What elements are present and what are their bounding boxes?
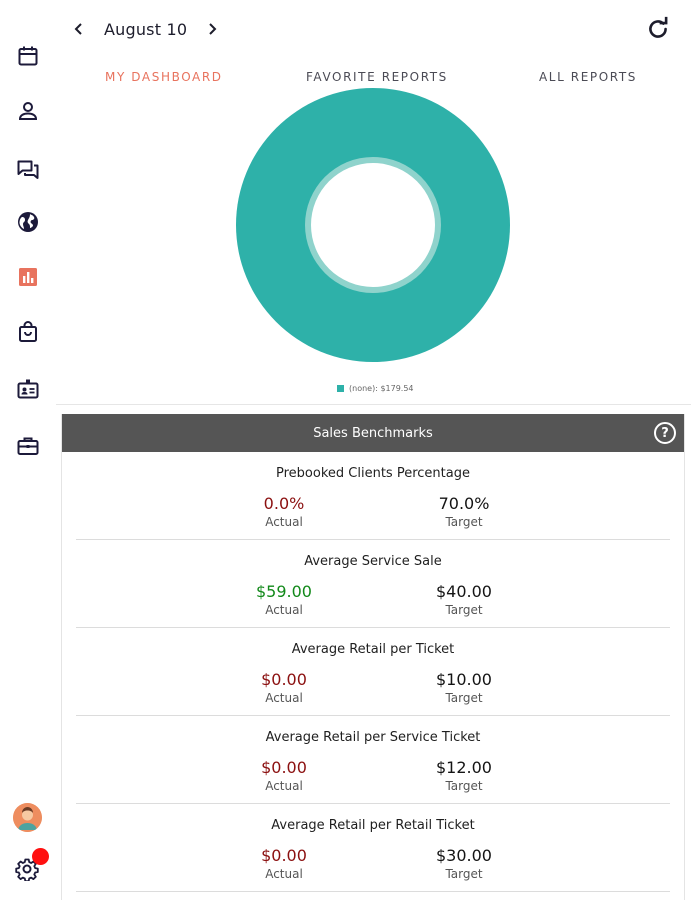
sidebar [0, 0, 56, 900]
actual-label: Actual [265, 867, 303, 881]
tab-my-dashboard[interactable]: MY DASHBOARD [105, 70, 223, 84]
id-card-icon[interactable] [14, 375, 42, 403]
bar-chart-icon[interactable] [14, 263, 42, 291]
target-value: $12.00 [436, 758, 492, 777]
actual-value: 0.0% [263, 494, 305, 513]
globe-icon[interactable] [14, 208, 42, 236]
actual-value: $0.00 [261, 846, 307, 865]
tab-all-reports[interactable]: ALL REPORTS [539, 70, 638, 84]
target-label: Target [445, 603, 483, 617]
benchmark-title: Prebooked Clients Percentage [276, 466, 470, 481]
actual-label: Actual [265, 515, 303, 529]
benchmark-row: Average Retail per Ticket $0.00 Actual $… [76, 628, 670, 716]
actual-label: Actual [265, 779, 303, 793]
briefcase-icon[interactable] [14, 432, 42, 460]
actual-label: Actual [265, 603, 303, 617]
sales-donut-chart [236, 88, 510, 362]
target-value: 70.0% [438, 494, 490, 513]
refresh-icon[interactable] [645, 16, 671, 42]
benchmark-row: Average Retail per Service Ticket $0.00 … [76, 716, 670, 804]
target-label: Target [445, 515, 483, 529]
benchmark-row: Average Service Sale $59.00 Actual $40.0… [76, 540, 670, 628]
divider [56, 404, 691, 405]
tab-favorite-reports[interactable]: FAVORITE REPORTS [306, 70, 448, 84]
chevron-left-icon[interactable] [68, 14, 90, 44]
donut-hole [311, 163, 435, 287]
benchmark-title: Average Service Sale [304, 554, 442, 569]
target-value: $40.00 [436, 582, 492, 601]
notification-badge [32, 848, 49, 865]
shopping-bag-icon[interactable] [14, 318, 42, 346]
benchmark-title: Average Retail per Retail Ticket [271, 818, 475, 833]
avatar[interactable] [13, 803, 42, 832]
current-date[interactable]: August 10 [104, 19, 188, 39]
actual-value: $59.00 [256, 582, 312, 601]
report-tabs: MY DASHBOARD FAVORITE REPORTS ALL REPORT… [56, 70, 691, 92]
target-label: Target [445, 867, 483, 881]
benchmark-row: Prebooked Clients Percentage 0.0% Actual… [76, 452, 670, 540]
benchmark-title: Average Retail per Ticket [291, 642, 455, 657]
calendar-icon[interactable] [14, 42, 42, 70]
target-label: Target [445, 779, 483, 793]
actual-label: Actual [265, 691, 303, 705]
chat-icon[interactable] [14, 156, 42, 184]
chart-legend: (none): $179.54 [337, 384, 414, 393]
legend-label: (none): $179.54 [349, 384, 414, 393]
panel-header: Sales Benchmarks ? [62, 414, 684, 452]
help-icon[interactable]: ? [654, 422, 676, 444]
legend-swatch [337, 385, 344, 392]
target-value: $10.00 [436, 670, 492, 689]
actual-value: $0.00 [261, 670, 307, 689]
actual-value: $0.00 [261, 758, 307, 777]
gear-icon[interactable] [13, 855, 41, 883]
panel-title: Sales Benchmarks [313, 425, 433, 441]
date-navigator: August 10 [68, 14, 223, 44]
target-label: Target [445, 691, 483, 705]
benchmark-title: Average Retail per Service Ticket [265, 730, 481, 745]
sales-benchmarks-panel: Sales Benchmarks ? Prebooked Clients Per… [61, 414, 685, 900]
target-value: $30.00 [436, 846, 492, 865]
person-icon[interactable] [14, 97, 42, 125]
benchmark-row: Average Retail per Retail Ticket $0.00 A… [76, 804, 670, 892]
chevron-right-icon[interactable] [201, 14, 223, 44]
